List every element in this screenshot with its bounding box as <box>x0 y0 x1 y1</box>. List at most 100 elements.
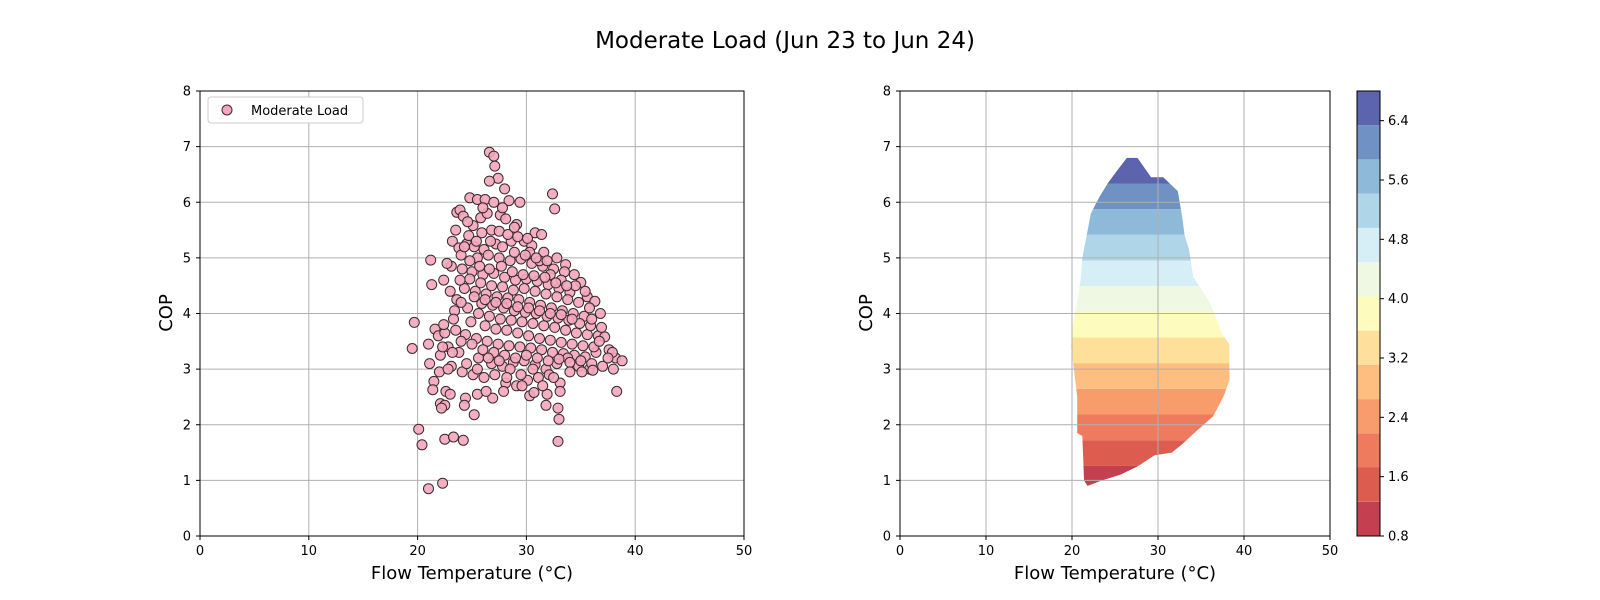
colorbar-band <box>1357 467 1380 502</box>
colorbar-tick-label: 2.4 <box>1388 411 1409 426</box>
scatter-point <box>468 409 480 421</box>
scatter-ytick-label: 7 <box>183 140 191 155</box>
scatter-point <box>549 203 561 215</box>
scatter-point <box>564 366 576 378</box>
scatter-point <box>554 385 566 397</box>
scatter-ytick-label: 4 <box>183 307 191 322</box>
scatter-ytick-label: 5 <box>183 251 191 266</box>
scatter-point <box>413 423 425 435</box>
legend-label: Moderate Load <box>251 104 348 119</box>
scatter-point <box>561 280 573 292</box>
scatter-point <box>508 221 520 233</box>
scatter-point <box>406 343 418 354</box>
scatter-point <box>530 252 542 264</box>
scatter-point <box>517 269 529 281</box>
scatter-point <box>536 229 548 240</box>
scatter-point <box>486 280 498 292</box>
scatter-point <box>541 255 553 267</box>
contour-xtick-label: 10 <box>978 544 995 559</box>
scatter-point <box>455 296 467 308</box>
scatter-point <box>476 227 488 239</box>
contour-ytick-label: 0 <box>883 530 891 545</box>
scatter-point <box>464 255 476 267</box>
scatter-point <box>523 330 535 342</box>
legend-marker <box>221 104 233 116</box>
scatter-point <box>544 308 556 319</box>
scatter-point <box>423 338 434 350</box>
colorbar-tick-label: 5.6 <box>1388 174 1409 189</box>
colorbar-band <box>1357 159 1380 194</box>
contour-panel: 0 10 20 30 40 50 0 1 2 3 4 5 6 7 8 Flow Temperature (°… <box>856 85 1409 585</box>
scatter-point <box>497 202 508 214</box>
scatter-point <box>528 387 540 398</box>
scatter-point <box>544 334 556 346</box>
scatter-point <box>485 235 496 247</box>
scatter-point <box>454 274 466 286</box>
colorbar-ticks: 0.8 1.6 2.4 3.2 4.0 4.8 5.6 6.4 <box>1380 114 1409 545</box>
contour-band <box>1071 311 1230 338</box>
scatter-point <box>548 372 560 383</box>
contour-ytick-label: 5 <box>883 251 891 266</box>
scatter-ytick-label: 0 <box>183 530 191 545</box>
scatter-point <box>501 372 513 383</box>
scatter-point <box>480 385 492 397</box>
colorbar-band <box>1357 296 1380 331</box>
scatter-point <box>547 188 558 200</box>
scatter-point <box>483 263 495 275</box>
scatter-point <box>564 356 576 368</box>
colorbar-band <box>1357 227 1380 263</box>
scatter-xtick-label: 40 <box>627 544 644 559</box>
scatter-point <box>426 279 438 291</box>
scatter-xtick-label: 50 <box>736 544 753 559</box>
scatter-point <box>423 483 434 495</box>
scatter-point <box>520 349 532 361</box>
scatter-point <box>540 399 552 411</box>
scatter-point <box>575 355 587 367</box>
scatter-point <box>566 313 578 325</box>
scatter-point <box>483 175 495 187</box>
scatter-point <box>494 313 506 325</box>
scatter-point <box>518 283 530 294</box>
scatter-point <box>579 285 591 297</box>
scatter-point <box>495 260 507 272</box>
scatter-point <box>568 269 580 281</box>
scatter-point <box>448 431 459 443</box>
scatter-point <box>489 160 501 172</box>
scatter-ytick-label: 2 <box>183 418 191 433</box>
scatter-point <box>457 434 469 446</box>
scatter-point <box>512 231 524 243</box>
colorbar-tick-label: 4.8 <box>1388 233 1409 248</box>
scatter-point <box>540 288 552 300</box>
contour-ticks: 0 10 20 30 40 50 0 1 2 3 4 5 6 7 8 <box>883 85 1339 560</box>
scatter-point <box>464 273 476 285</box>
figure-title: Moderate Load (Jun 23 to Jun 24) <box>595 28 975 54</box>
scatter-point <box>534 333 545 344</box>
scatter-point <box>555 309 567 321</box>
scatter-point <box>482 249 494 261</box>
scatter-point <box>477 344 489 356</box>
scatter-point <box>523 302 535 314</box>
scatter-point <box>488 150 500 162</box>
colorbar-frame <box>1356 90 1381 537</box>
scatter-point <box>478 372 490 383</box>
scatter-point <box>427 384 439 396</box>
scatter-point <box>463 230 475 242</box>
scatter-point <box>510 352 521 364</box>
scatter-point <box>471 363 483 375</box>
scatter-point <box>456 263 468 275</box>
scatter-point <box>528 270 540 282</box>
scatter-point <box>584 302 595 314</box>
scatter-point <box>537 380 549 392</box>
scatter-xtick-label: 0 <box>196 544 204 559</box>
scatter-ytick-label: 3 <box>183 363 191 378</box>
scatter-point <box>616 355 628 367</box>
scatter-point <box>437 477 449 489</box>
scatter-point <box>553 413 565 425</box>
scatter-point <box>444 388 456 400</box>
scatter-point <box>562 294 574 306</box>
scatter-point <box>597 360 609 372</box>
scatter-point <box>552 402 564 414</box>
scatter-point <box>514 196 526 208</box>
scatter-xlabel: Flow Temperature (°C) <box>371 563 573 584</box>
scatter-point <box>514 341 526 353</box>
